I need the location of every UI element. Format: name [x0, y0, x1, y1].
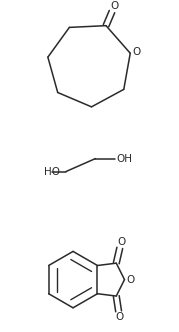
Text: O: O [117, 237, 125, 247]
Text: HO: HO [44, 167, 60, 177]
Text: O: O [132, 46, 141, 56]
Text: O: O [115, 312, 124, 322]
Text: OH: OH [117, 154, 132, 164]
Text: O: O [127, 275, 135, 285]
Text: O: O [110, 1, 119, 11]
